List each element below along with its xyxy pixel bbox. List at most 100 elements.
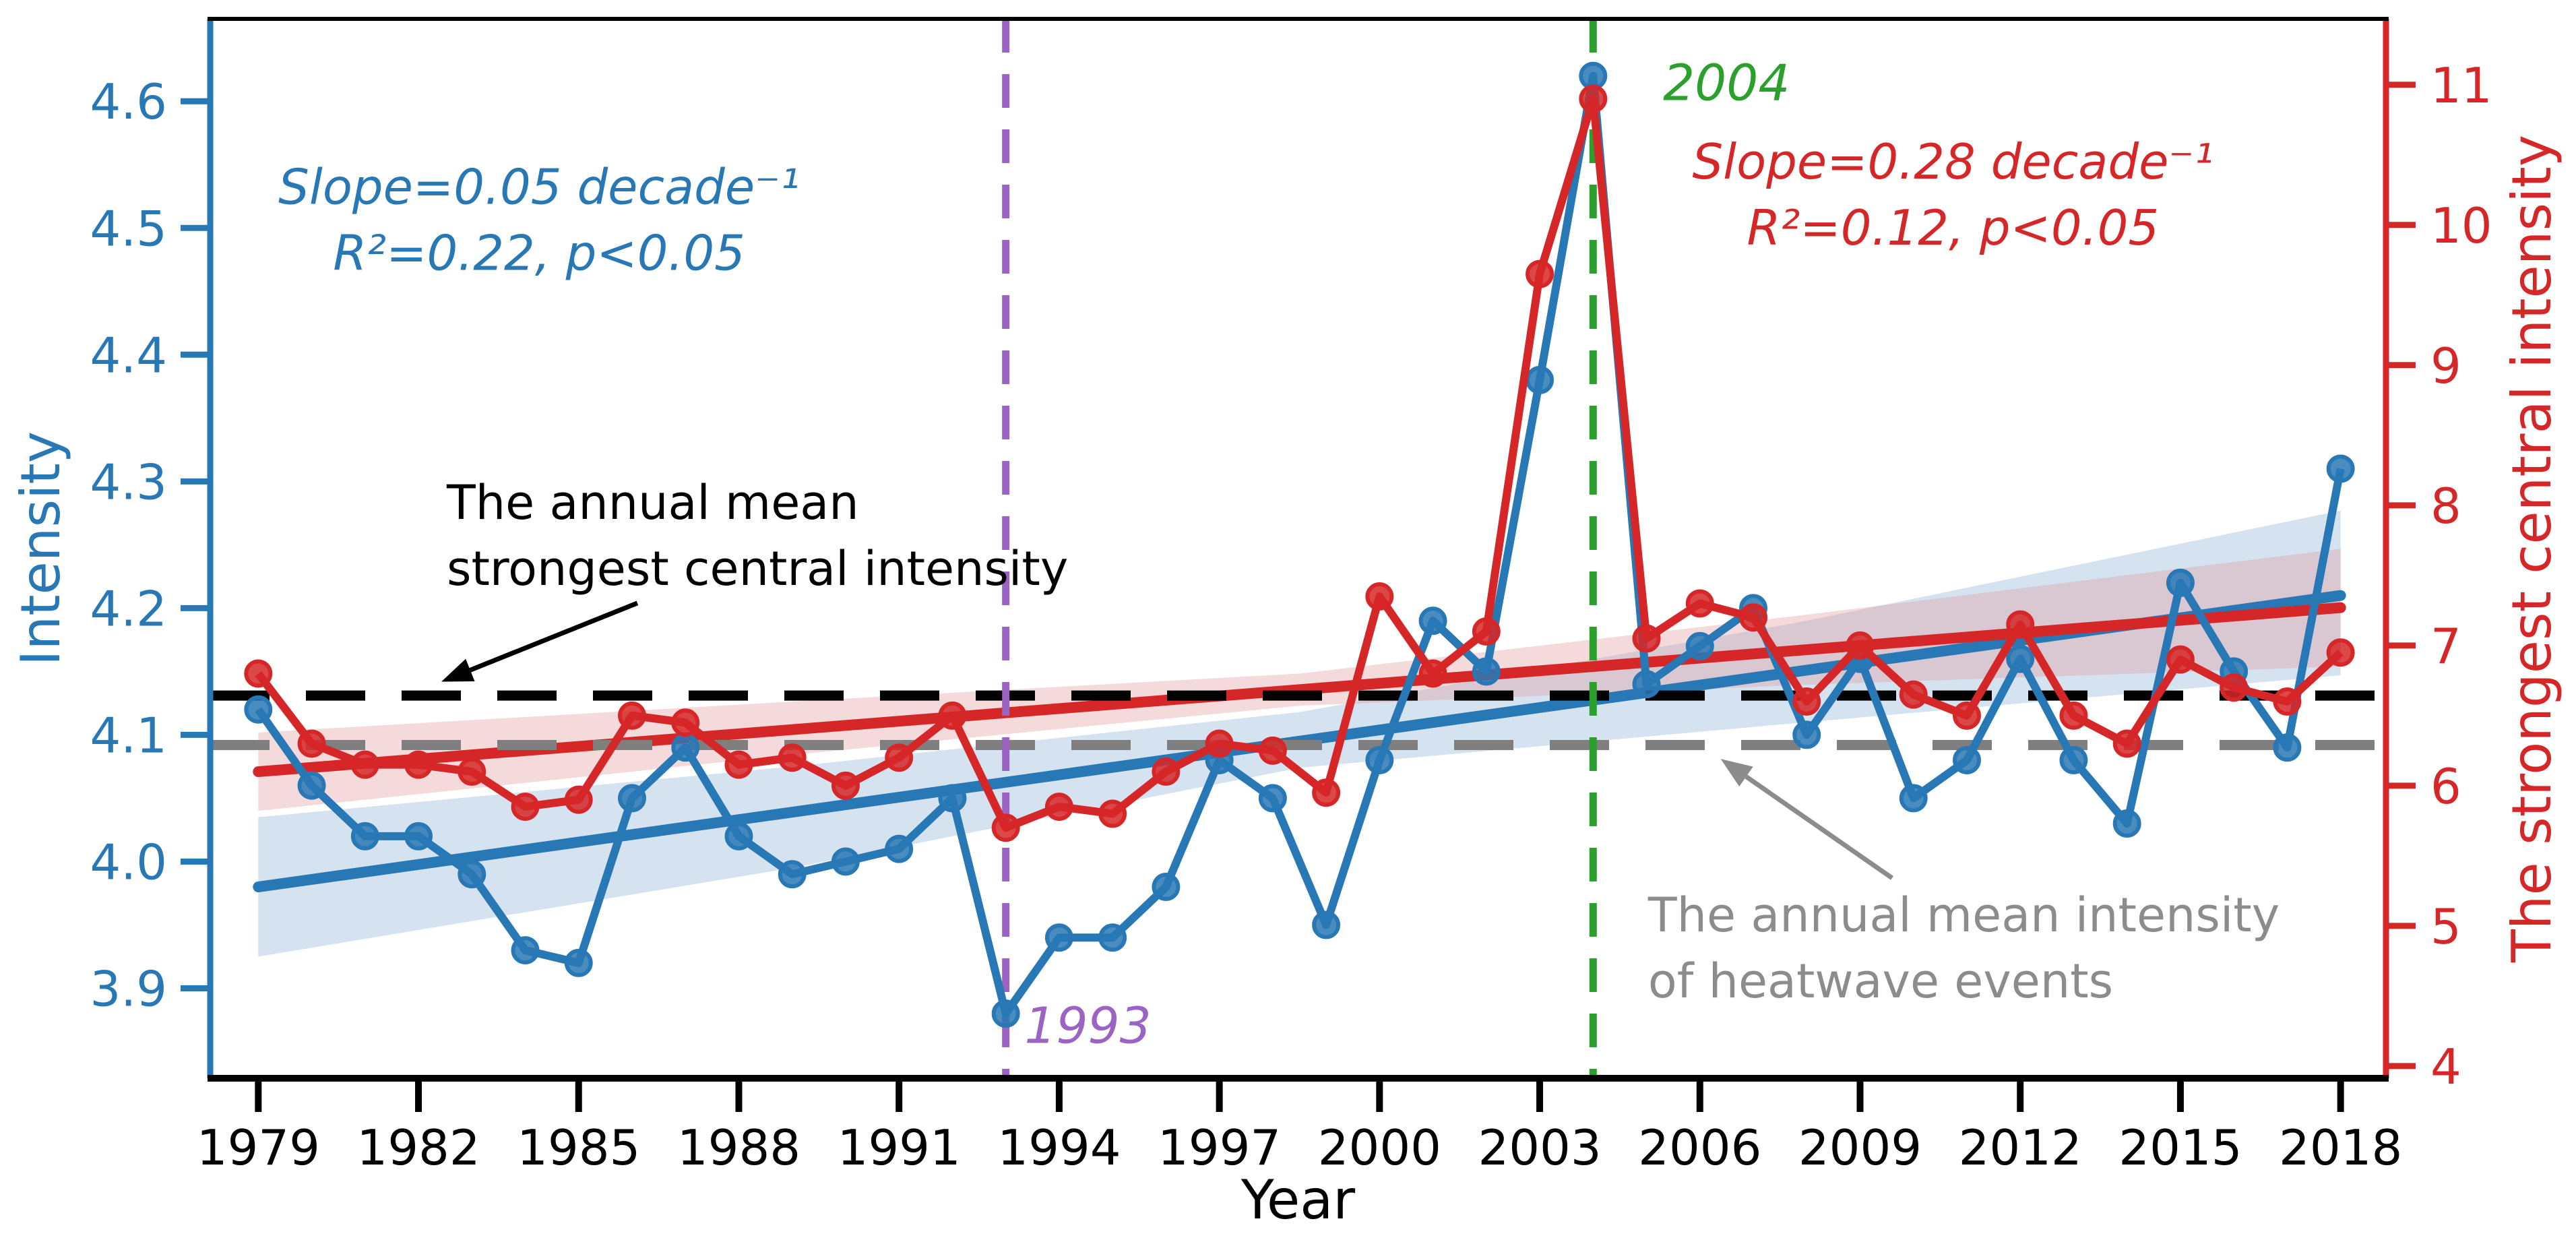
annual-mean-intensity-of-heatwave-events-point	[778, 860, 807, 889]
y-right-tick-label: 10	[2430, 197, 2492, 254]
annual-strongest-central-intensity-point	[458, 757, 486, 786]
annual-strongest-central-intensity-point	[511, 793, 540, 822]
annual-strongest-central-intensity-point	[1205, 729, 1234, 758]
annual-mean-intensity-of-heatwave-events-point	[1418, 607, 1447, 636]
x-tick-label: 1979	[197, 1119, 320, 1176]
annual-strongest-central-intensity-point	[1098, 799, 1127, 828]
annual-strongest-central-intensity-point	[938, 701, 967, 730]
y-right-tick-label: 4	[2430, 1038, 2461, 1095]
annual-mean-intensity-of-heatwave-events-point	[2006, 644, 2035, 673]
annual-strongest-central-intensity-point	[1472, 617, 1501, 646]
black-reference-note-arrow-head	[441, 658, 475, 682]
blue-regression-stats-line1: Slope=0.05 decade⁻¹	[278, 159, 800, 216]
y-left-tick-label: 4.6	[90, 73, 167, 130]
annual-mean-intensity-of-heatwave-events-point	[244, 695, 273, 724]
annual-mean-intensity-of-heatwave-events-point	[1365, 746, 1394, 775]
x-tick-label: 1997	[1158, 1119, 1281, 1176]
y-left-tick-label: 4.0	[90, 834, 167, 890]
y-right-tick-label: 9	[2430, 338, 2461, 394]
annual-mean-intensity-of-heatwave-events-point	[1952, 746, 1981, 775]
red-regression-stats-line1: Slope=0.28 decade⁻¹	[1692, 133, 2213, 190]
annual-strongest-central-intensity-point	[885, 743, 914, 772]
black-reference-note-line1: The annual mean	[446, 475, 859, 530]
annual-strongest-central-intensity-line	[255, 94, 2344, 832]
annual-mean-intensity-of-heatwave-events-point	[511, 936, 540, 965]
y-right-tick-label: 8	[2430, 478, 2461, 534]
annual-strongest-central-intensity-point	[1044, 793, 1073, 822]
annual-mean-intensity-of-heatwave-events-point	[2059, 746, 2088, 775]
annual-mean-intensity-of-heatwave-events-point	[350, 822, 379, 850]
x-tick-label: 2000	[1318, 1119, 1441, 1176]
x-tick-label: 1994	[997, 1119, 1121, 1176]
annual-strongest-central-intensity-point	[244, 659, 273, 688]
annual-strongest-central-intensity-point	[1152, 757, 1181, 786]
annual-strongest-central-intensity-point	[1526, 259, 1554, 288]
annual-mean-intensity-of-heatwave-events-point	[564, 948, 593, 977]
annual-strongest-central-intensity-point	[1792, 687, 1821, 716]
annual-mean-intensity-of-heatwave-events-point	[671, 733, 700, 762]
x-tick-label: 2006	[1638, 1119, 1761, 1176]
annual-mean-intensity-of-heatwave-events-point	[617, 784, 646, 813]
annual-strongest-central-intensity-point	[1739, 603, 1768, 632]
annual-strongest-central-intensity-point	[1579, 84, 1608, 113]
annual-strongest-central-intensity-point	[1365, 582, 1394, 611]
annual-strongest-central-intensity-point	[2059, 701, 2088, 730]
gray-reference-note-arrow-shaft	[1745, 774, 1894, 880]
annual-strongest-central-intensity-point	[991, 813, 1020, 842]
annual-mean-intensity-of-heatwave-events-point	[1632, 670, 1661, 699]
annual-strongest-central-intensity-point	[1312, 778, 1341, 807]
y-left-tick-label: 4.1	[90, 707, 167, 764]
annual-strongest-central-intensity-point	[350, 750, 379, 779]
annual-mean-intensity-of-heatwave-events-point	[938, 784, 967, 813]
x-tick-label: 1988	[677, 1119, 800, 1176]
y-left-axis-title: Intensity	[9, 431, 72, 666]
annual-strongest-central-intensity-point	[724, 750, 753, 779]
y-right-tick-label: 6	[2430, 758, 2461, 815]
x-tick-label: 1991	[838, 1119, 961, 1176]
y-right-tick-label: 5	[2430, 898, 2461, 955]
annual-strongest-central-intensity-point	[2006, 610, 2035, 639]
annual-strongest-central-intensity-point	[831, 771, 860, 800]
gray-reference-note-line1: The annual mean intensity	[1647, 888, 2280, 943]
annual-mean-intensity-of-heatwave-events-point	[1792, 720, 1821, 749]
blue-regression-stats-line2: R²=0.22, p<0.05	[333, 225, 745, 282]
annual-strongest-central-intensity-point	[2220, 673, 2249, 702]
annual-mean-intensity-of-heatwave-events-point	[2273, 733, 2302, 762]
annual-strongest-central-intensity-point	[297, 729, 326, 758]
annual-mean-intensity-of-heatwave-events-point	[724, 822, 753, 850]
annual-strongest-central-intensity-point	[404, 750, 433, 779]
black-reference-note-arrow-shaft	[469, 600, 639, 673]
annual-strongest-central-intensity-point	[1899, 680, 1928, 709]
maximum-year-label: 2004	[1663, 54, 1790, 112]
annual-mean-intensity-of-heatwave-events-point	[1579, 61, 1608, 90]
annual-mean-intensity-of-heatwave-events-point	[885, 834, 914, 863]
annual-mean-intensity-of-heatwave-events-point	[2166, 568, 2195, 597]
red-regression-stats-line2: R²=0.12, p<0.05	[1747, 199, 2160, 256]
annual-strongest-central-intensity-point	[1846, 631, 1875, 660]
annual-strongest-central-intensity-confidence-band	[258, 549, 2341, 811]
gray-reference-note-line2: of heatwave events	[1648, 954, 2113, 1009]
annual-mean-intensity-of-heatwave-events-point	[1312, 910, 1341, 939]
annual-mean-intensity-of-heatwave-events-point	[1685, 631, 1714, 660]
annual-mean-intensity-of-heatwave-events-point	[1098, 923, 1127, 952]
x-tick-label: 2015	[2118, 1119, 2242, 1176]
annual-mean-intensity-of-heatwave-events-point	[1152, 873, 1181, 902]
annual-mean-intensity-of-heatwave-events-point	[458, 860, 486, 889]
annual-strongest-central-intensity-point	[617, 701, 646, 730]
annual-strongest-central-intensity-point	[564, 785, 593, 814]
annual-mean-intensity-of-heatwave-events-point	[1258, 784, 1287, 813]
annual-strongest-central-intensity-point	[2166, 645, 2195, 674]
annual-mean-intensity-of-heatwave-events-point	[991, 999, 1020, 1028]
x-tick-label: 1985	[517, 1119, 640, 1176]
gray-reference-note-arrow-head	[1720, 759, 1753, 787]
minimum-year-label: 1993	[1024, 997, 1151, 1055]
annual-mean-intensity-of-heatwave-events-point	[1526, 365, 1554, 394]
y-right-axis-title: The strongest central intensity	[2501, 135, 2563, 963]
x-axis-title: Year	[1240, 1169, 1355, 1231]
x-tick-label: 2003	[1478, 1119, 1601, 1176]
y-left-tick-label: 4.3	[90, 454, 167, 510]
x-tick-label: 2018	[2279, 1119, 2402, 1176]
y-left-tick-label: 3.9	[90, 960, 167, 1017]
annual-strongest-central-intensity-point	[671, 708, 700, 737]
